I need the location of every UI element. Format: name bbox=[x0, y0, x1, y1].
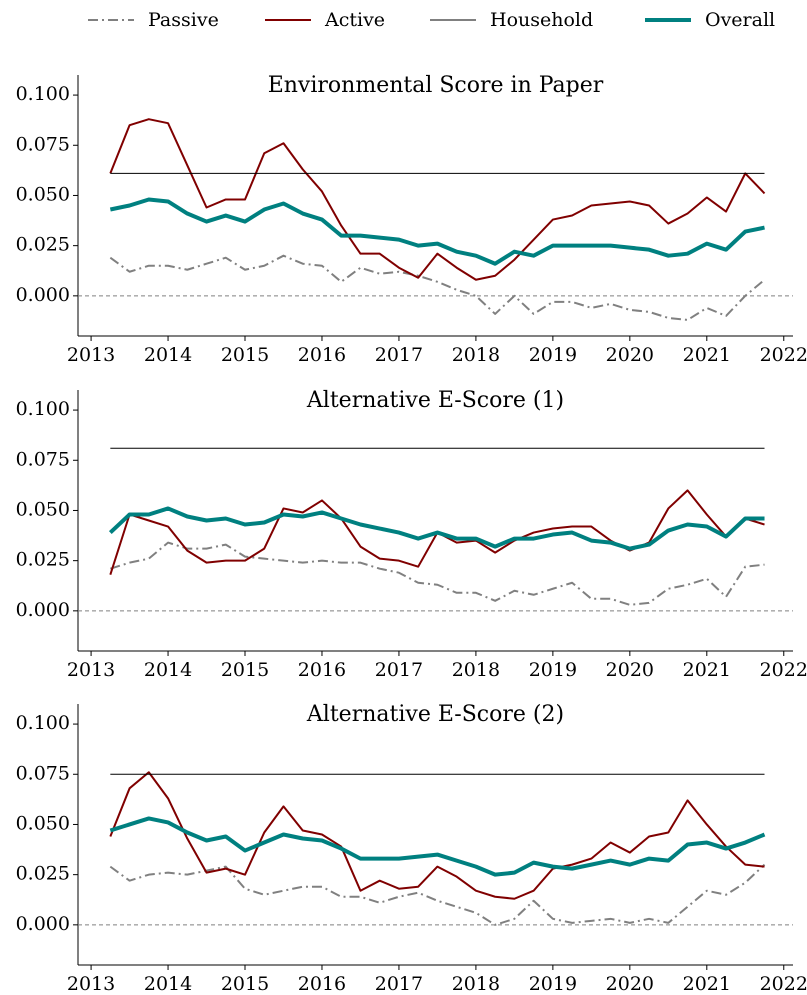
chart-title: Alternative E-Score (1) bbox=[306, 388, 564, 413]
x-tick-label: 2016 bbox=[298, 344, 346, 366]
x-tick-label: 2018 bbox=[452, 973, 500, 995]
x-tick-label: 2022 bbox=[760, 659, 807, 681]
series-line bbox=[108, 506, 765, 551]
y-tick-label: 0.050 bbox=[16, 812, 70, 834]
y-tick-label: 0.050 bbox=[16, 498, 70, 520]
x-tick-label: 2015 bbox=[221, 659, 269, 681]
y-tick-label: 0.050 bbox=[16, 183, 70, 205]
x-tick-label: 2022 bbox=[760, 973, 807, 995]
x-tick-label: 2021 bbox=[683, 344, 731, 366]
x-tick-label: 2015 bbox=[221, 344, 269, 366]
y-tick-label: 0.100 bbox=[16, 83, 70, 105]
chart-title: Alternative E-Score (2) bbox=[306, 702, 564, 727]
x-tick-label: 2014 bbox=[144, 973, 192, 995]
x-tick-label: 2019 bbox=[529, 344, 577, 366]
x-tick-label: 2013 bbox=[67, 973, 115, 995]
series-line bbox=[110, 541, 765, 606]
y-tick-label: 0.000 bbox=[16, 284, 70, 306]
series-line bbox=[109, 863, 766, 926]
y-tick-label: 0.075 bbox=[16, 762, 70, 784]
x-tick-label: 2016 bbox=[298, 973, 346, 995]
x-tick-label: 2022 bbox=[760, 344, 807, 366]
y-tick-label: 0.075 bbox=[16, 448, 70, 470]
y-tick-label: 0.075 bbox=[16, 133, 70, 155]
x-tick-label: 2015 bbox=[221, 973, 269, 995]
x-tick-label: 2013 bbox=[67, 659, 115, 681]
chart-title: Environmental Score in Paper bbox=[268, 73, 604, 98]
x-tick-label: 2018 bbox=[452, 659, 500, 681]
legend-label: Passive bbox=[148, 9, 219, 31]
x-tick-label: 2020 bbox=[606, 659, 654, 681]
y-tick-label: 0.025 bbox=[16, 549, 70, 571]
x-tick-label: 2020 bbox=[606, 344, 654, 366]
series-line bbox=[109, 816, 766, 877]
x-tick-label: 2019 bbox=[529, 973, 577, 995]
x-tick-label: 2016 bbox=[298, 659, 346, 681]
x-tick-label: 2021 bbox=[683, 973, 731, 995]
x-tick-label: 2019 bbox=[529, 659, 577, 681]
series-line bbox=[109, 254, 766, 321]
series-line bbox=[109, 197, 765, 266]
x-tick-label: 2018 bbox=[452, 344, 500, 366]
y-tick-label: 0.100 bbox=[16, 398, 70, 420]
legend-label: Household bbox=[490, 9, 593, 31]
y-tick-label: 0.025 bbox=[16, 863, 70, 885]
series-line bbox=[109, 118, 766, 281]
x-tick-label: 2013 bbox=[67, 344, 115, 366]
x-tick-label: 2017 bbox=[375, 344, 423, 366]
x-tick-label: 2017 bbox=[375, 659, 423, 681]
x-tick-label: 2014 bbox=[144, 659, 192, 681]
y-tick-label: 0.025 bbox=[16, 234, 70, 256]
x-tick-label: 2017 bbox=[375, 973, 423, 995]
x-tick-label: 2021 bbox=[683, 659, 731, 681]
x-tick-label: 2020 bbox=[606, 973, 654, 995]
y-tick-label: 0.000 bbox=[16, 599, 70, 621]
y-tick-label: 0.000 bbox=[16, 913, 70, 935]
x-tick-label: 2014 bbox=[144, 344, 192, 366]
legend-label: Active bbox=[324, 9, 385, 31]
y-tick-label: 0.100 bbox=[16, 712, 70, 734]
legend-label: Overall bbox=[705, 9, 775, 31]
series-line bbox=[109, 771, 765, 900]
